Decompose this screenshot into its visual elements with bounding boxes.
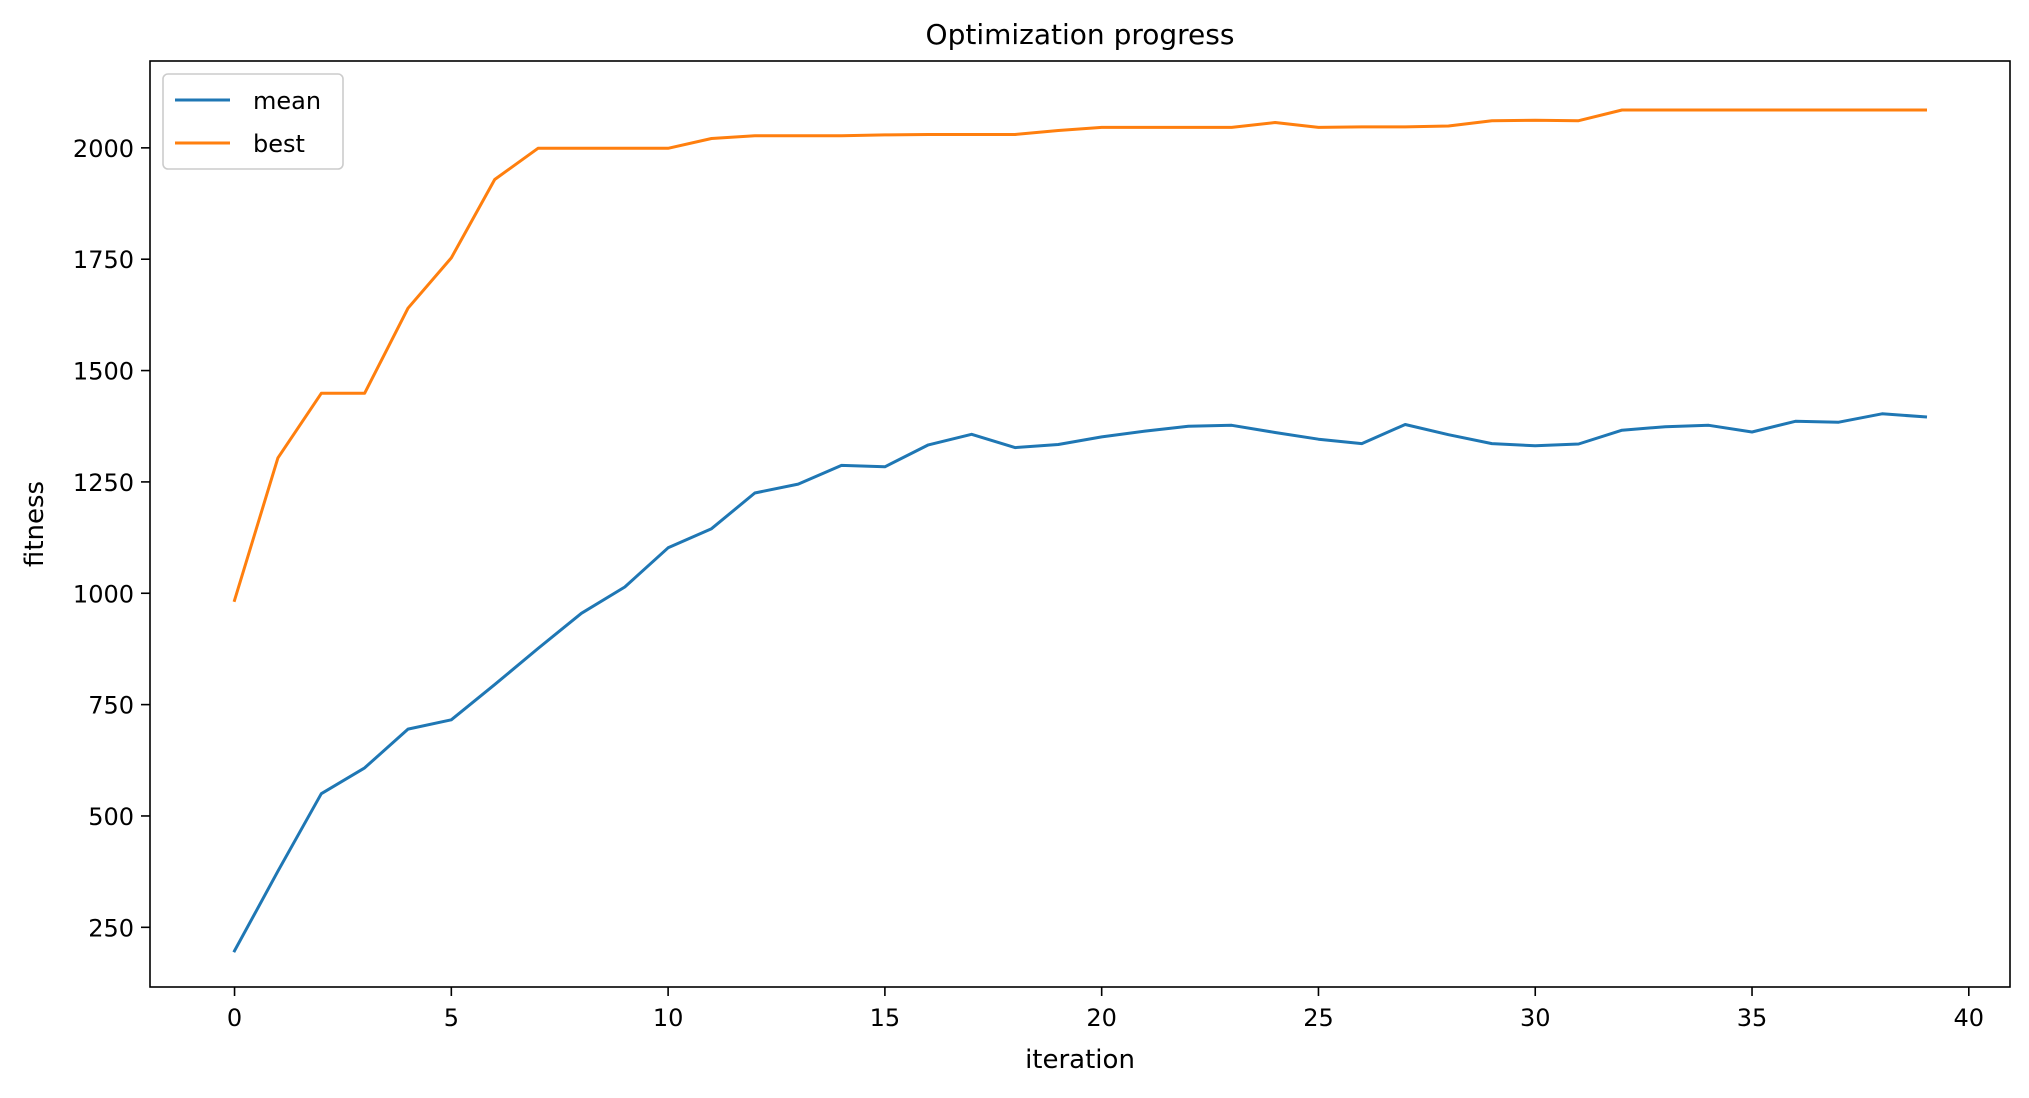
series-lines [232, 108, 1928, 953]
x-tick-label: 30 [1520, 1004, 1551, 1032]
legend-label-best: best [253, 130, 305, 158]
x-tick-label: 40 [1954, 1004, 1985, 1032]
series-line-mean [232, 412, 1928, 953]
x-axis-ticks: 0 5 10 15 20 25 30 35 40 [227, 987, 1984, 1032]
legend: mean best [162, 73, 344, 170]
y-tick-label: 1000 [73, 580, 134, 608]
x-tick-label: 25 [1303, 1004, 1334, 1032]
x-tick-label: 35 [1737, 1004, 1768, 1032]
y-tick-label: 250 [88, 914, 134, 942]
x-tick-label: 15 [870, 1004, 901, 1032]
x-tick-label: 5 [444, 1004, 459, 1032]
y-tick-label: 500 [88, 803, 134, 831]
legend-label-mean: mean [253, 87, 321, 115]
y-tick-label: 750 [88, 692, 134, 720]
chart-title: Optimization progress [926, 18, 1235, 51]
y-tick-label: 2000 [73, 135, 134, 163]
y-tick-label: 1750 [73, 246, 134, 274]
x-tick-label: 20 [1086, 1004, 1117, 1032]
y-tick-label: 1250 [73, 469, 134, 497]
series-line-best [232, 108, 1927, 603]
legend-box [162, 73, 344, 170]
y-axis-label: fitness [20, 481, 50, 567]
plot-frame [149, 60, 2011, 988]
y-axis-ticks: 250 500 750 1000 1250 1500 1750 2000 [73, 135, 150, 942]
x-axis-label: iteration [1025, 1045, 1135, 1075]
x-tick-label: 10 [653, 1004, 684, 1032]
x-tick-label: 0 [227, 1004, 242, 1032]
y-tick-label: 1500 [73, 358, 134, 386]
